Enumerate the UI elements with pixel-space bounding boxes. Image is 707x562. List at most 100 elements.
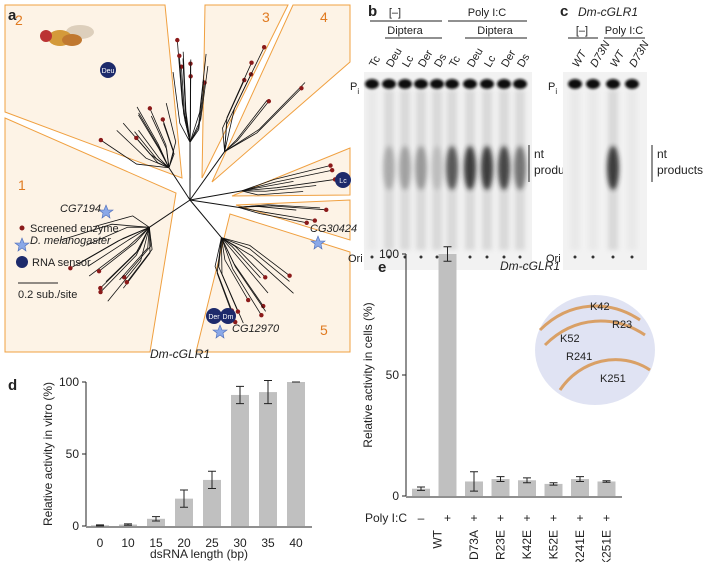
error-bar bbox=[576, 476, 584, 482]
clade-label: 3 bbox=[262, 9, 270, 25]
condition-label: – bbox=[418, 511, 425, 525]
bar bbox=[597, 481, 616, 496]
leaf-dot bbox=[98, 285, 103, 291]
lane-label: Deu bbox=[465, 46, 485, 69]
pi-band bbox=[513, 79, 527, 89]
branch bbox=[165, 103, 177, 168]
branch bbox=[222, 79, 245, 152]
y-axis-label: Relative activity in cells (%) bbox=[361, 302, 375, 447]
branch bbox=[224, 47, 265, 152]
leaf-dot bbox=[96, 268, 102, 274]
branch bbox=[138, 112, 170, 168]
ori-dot bbox=[518, 255, 522, 259]
product-band bbox=[399, 146, 411, 190]
branch bbox=[189, 151, 226, 201]
branch bbox=[224, 87, 302, 152]
bar bbox=[438, 254, 457, 496]
condition-label: + bbox=[470, 511, 477, 525]
branch bbox=[221, 237, 261, 279]
panel-title: Dm-cGLR1 bbox=[578, 5, 638, 19]
legend-star bbox=[14, 237, 30, 252]
branch bbox=[241, 190, 304, 196]
residue-label: K42 bbox=[590, 301, 610, 313]
x-tick-label: 30 bbox=[233, 536, 247, 550]
y-tick-label: 100 bbox=[379, 247, 399, 261]
ori-dot bbox=[591, 255, 595, 259]
error-bar bbox=[264, 380, 272, 405]
gene-label: CG12970 bbox=[232, 323, 280, 335]
legend-text: Screened enzyme bbox=[30, 223, 119, 235]
leaf-dot bbox=[259, 312, 264, 318]
smear bbox=[367, 90, 377, 250]
branch bbox=[214, 237, 233, 311]
products-label: products bbox=[657, 163, 703, 177]
branch bbox=[221, 237, 290, 282]
branch bbox=[224, 100, 268, 152]
error-bar bbox=[496, 476, 505, 482]
x-tick-label: 25 bbox=[205, 536, 219, 550]
error-bar bbox=[549, 482, 558, 486]
ori-dot bbox=[502, 255, 506, 259]
leaf-dot bbox=[98, 137, 104, 143]
product-band bbox=[383, 146, 395, 190]
branch bbox=[136, 137, 170, 169]
leaf-dot bbox=[287, 273, 292, 278]
branch bbox=[168, 167, 191, 201]
group-label: [–] bbox=[576, 25, 588, 37]
branch bbox=[123, 227, 151, 278]
ori-dot bbox=[485, 255, 489, 259]
legend-text: D. melanogaster bbox=[30, 235, 112, 247]
products-label: nt bbox=[657, 147, 668, 161]
leaf-dot bbox=[175, 37, 180, 43]
ori-dot bbox=[630, 255, 634, 259]
lane-label: D73N bbox=[627, 39, 651, 69]
error-bar bbox=[208, 470, 216, 490]
product-band bbox=[498, 146, 510, 190]
product-band bbox=[415, 146, 427, 190]
scale-label: 0.2 sub./site bbox=[18, 289, 77, 301]
branch bbox=[221, 237, 262, 316]
group-label: Poly I:C bbox=[468, 7, 507, 19]
smear bbox=[588, 90, 598, 250]
leaf-dot bbox=[304, 220, 309, 225]
pi-band bbox=[586, 79, 600, 89]
panel-letter: a bbox=[8, 7, 17, 24]
bar bbox=[259, 392, 277, 526]
branch bbox=[238, 205, 327, 211]
branch bbox=[218, 237, 239, 312]
branch bbox=[88, 227, 150, 277]
branch bbox=[221, 237, 294, 294]
pi-label: Pi bbox=[350, 81, 359, 96]
condition-label: + bbox=[550, 511, 557, 525]
bar bbox=[571, 479, 589, 496]
branch bbox=[189, 82, 205, 143]
leaf-dot bbox=[235, 309, 241, 314]
product-band bbox=[481, 146, 493, 190]
error-bar bbox=[124, 523, 132, 526]
branch bbox=[98, 227, 150, 272]
y-tick-label: 0 bbox=[72, 519, 79, 533]
lane-label: WT bbox=[608, 48, 628, 70]
lane-label: Lc bbox=[482, 53, 498, 69]
branch bbox=[238, 206, 307, 224]
y-tick-label: 100 bbox=[59, 375, 79, 389]
x-tick-label: 0 bbox=[97, 536, 104, 550]
branch bbox=[189, 199, 222, 238]
branch bbox=[241, 185, 317, 192]
x-tick-label: R241E bbox=[573, 530, 587, 562]
group-label: [–] bbox=[389, 7, 401, 19]
error-bar bbox=[180, 489, 188, 508]
sensor-label: Dm bbox=[223, 314, 234, 321]
y-tick-label: 50 bbox=[386, 368, 400, 382]
branch bbox=[241, 169, 333, 192]
leaf-dot bbox=[261, 45, 267, 50]
leaf-dot bbox=[177, 53, 182, 59]
leaf-dot bbox=[147, 106, 153, 111]
branch bbox=[221, 237, 249, 301]
pi-sub: i bbox=[357, 87, 359, 96]
residue-label: R23 bbox=[612, 319, 632, 331]
clade-label: 5 bbox=[320, 322, 328, 338]
bar bbox=[518, 480, 536, 496]
error-bar bbox=[417, 486, 425, 491]
error-bar bbox=[152, 516, 160, 522]
